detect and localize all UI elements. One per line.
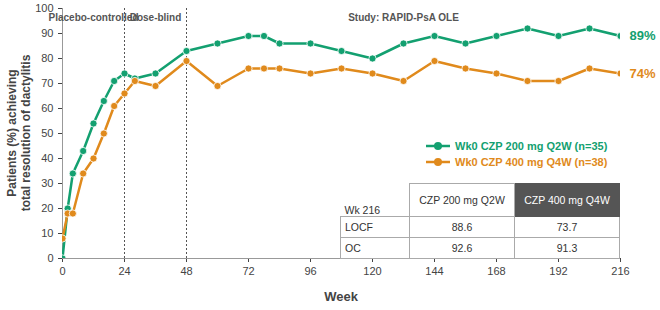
svg-text:Dose-blind: Dose-blind — [130, 12, 182, 23]
html-text:Patients (%) achieving total r: Patients (%) achieving total resolution … — [5, 54, 33, 212]
html-text:Wk0 CZP 200 mg Q2W (n=35): Wk0 CZP 200 mg Q2W (n=35) — [455, 140, 608, 152]
svg-text:168: 168 — [487, 265, 505, 277]
html-text:CZP 200 mg Q2W: CZP 200 mg Q2W — [419, 194, 505, 206]
svg-text:120: 120 — [363, 265, 381, 277]
html-text:Wk0 CZP 400 mg Q4W (n=38): Wk0 CZP 400 mg Q4W (n=38) — [455, 156, 608, 168]
html-text:LOCF: LOCF — [345, 221, 373, 233]
svg-text:60: 60 — [41, 102, 53, 114]
svg-text:50: 50 — [41, 127, 53, 139]
svg-text:20: 20 — [41, 202, 53, 214]
svg-text:48: 48 — [180, 265, 192, 277]
svg-text:10: 10 — [41, 227, 53, 239]
html-text:CZP 400 mg Q4W: CZP 400 mg Q4W — [524, 194, 610, 206]
svg-text:216: 216 — [611, 265, 629, 277]
svg-text:40: 40 — [41, 152, 53, 164]
svg-text:0: 0 — [47, 252, 53, 264]
svg-text:90: 90 — [41, 27, 53, 39]
svg-text:144: 144 — [425, 265, 443, 277]
svg-text:30: 30 — [41, 177, 53, 189]
svg-text:74%: 74% — [630, 66, 656, 81]
svg-text:72: 72 — [242, 265, 254, 277]
svg-text:192: 192 — [549, 265, 567, 277]
svg-text:0: 0 — [59, 265, 65, 277]
html-text:91.3: 91.3 — [556, 242, 578, 254]
svg-text:89%: 89% — [630, 28, 656, 43]
svg-text:70: 70 — [41, 77, 53, 89]
html-text:Week: Week — [324, 289, 358, 304]
svg-text:Placebo-controlled: Placebo-controlled — [48, 12, 138, 23]
svg-text:24: 24 — [118, 265, 130, 277]
html-text:OC: OC — [345, 242, 361, 254]
html-text:Wk 216: Wk 216 — [344, 203, 381, 216]
html-text:88.6: 88.6 — [451, 221, 473, 233]
html-text:73.7: 73.7 — [556, 221, 578, 233]
html-text:92.6: 92.6 — [451, 242, 473, 254]
svg-text:96: 96 — [304, 265, 316, 277]
svg-text:100: 100 — [35, 2, 54, 14]
svg-text:Study: RAPID-PsA OLE: Study: RAPID-PsA OLE — [348, 12, 459, 23]
svg-text:80: 80 — [41, 52, 53, 64]
